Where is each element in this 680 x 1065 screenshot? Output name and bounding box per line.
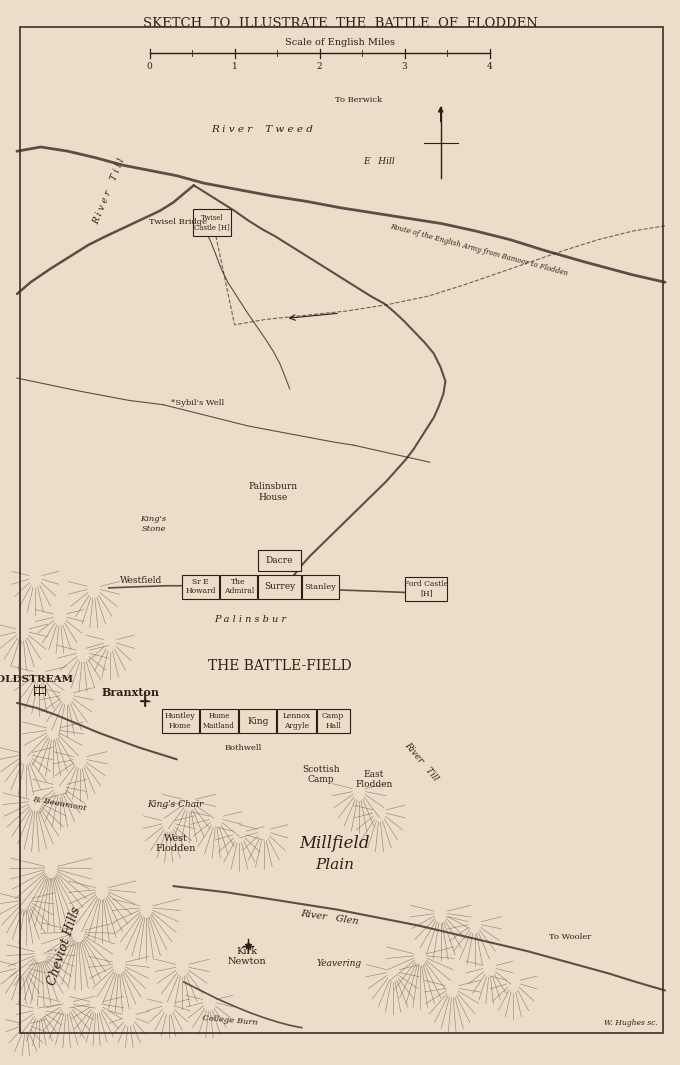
Bar bbox=[317, 709, 350, 733]
Text: SKETCH  TO  ILLUSTRATE  THE  BATTLE  OF  FLODDEN: SKETCH TO ILLUSTRATE THE BATTLE OF FLODD… bbox=[143, 17, 537, 30]
Text: Twisel Bridge: Twisel Bridge bbox=[149, 217, 207, 226]
Text: To Wooler: To Wooler bbox=[549, 933, 591, 941]
Text: East
Flodden: East Flodden bbox=[356, 770, 392, 789]
Text: King's
Stone: King's Stone bbox=[141, 515, 167, 532]
Text: King's Chair: King's Chair bbox=[148, 800, 203, 808]
Text: The
Admiral: The Admiral bbox=[224, 578, 254, 595]
Text: 1: 1 bbox=[232, 62, 237, 70]
Text: R i v e r    T w e e d: R i v e r T w e e d bbox=[211, 126, 313, 134]
Text: 4: 4 bbox=[487, 62, 492, 70]
Text: Kirk
Newton: Kirk Newton bbox=[228, 947, 266, 966]
Bar bbox=[277, 709, 316, 733]
Text: E   Hill: E Hill bbox=[364, 158, 395, 166]
Text: Surrey: Surrey bbox=[264, 583, 295, 591]
Bar bbox=[258, 550, 301, 571]
Text: Route of the English Army from Bamoor to Flodden: Route of the English Army from Bamoor to… bbox=[390, 223, 569, 278]
Text: West
Flodden: West Flodden bbox=[155, 834, 196, 853]
Text: River   Glen: River Glen bbox=[300, 910, 360, 927]
Text: *Sybil's Well: *Sybil's Well bbox=[171, 398, 224, 407]
Text: R i v e r    T i l l: R i v e r T i l l bbox=[91, 158, 126, 226]
Text: Millfield: Millfield bbox=[299, 835, 370, 852]
Text: 0: 0 bbox=[147, 62, 152, 70]
Text: Westfield: Westfield bbox=[120, 576, 162, 585]
Text: Cheviot Hills: Cheviot Hills bbox=[45, 905, 83, 986]
Text: W. Hughes sc.: W. Hughes sc. bbox=[605, 1018, 658, 1027]
Bar bbox=[220, 575, 257, 599]
Text: 2: 2 bbox=[317, 62, 322, 70]
Text: College Burn: College Burn bbox=[202, 1014, 258, 1027]
Text: Branxton: Branxton bbox=[101, 687, 160, 698]
Bar bbox=[162, 709, 199, 733]
Text: Huntley
Home: Huntley Home bbox=[165, 712, 196, 730]
Text: P a l i n s b u r: P a l i n s b u r bbox=[214, 616, 286, 624]
Text: Camp
Hall: Camp Hall bbox=[322, 712, 344, 730]
Bar bbox=[182, 575, 219, 599]
Bar bbox=[405, 577, 447, 601]
Text: COLDSTREAM: COLDSTREAM bbox=[0, 675, 74, 684]
Text: Ford Castle
[H]: Ford Castle [H] bbox=[404, 580, 449, 597]
Text: Plain: Plain bbox=[315, 857, 354, 872]
Text: King: King bbox=[247, 717, 269, 725]
Text: Palinsburn
House: Palinsburn House bbox=[249, 482, 298, 502]
Bar bbox=[258, 575, 301, 599]
Text: Twisel
Castle [H]: Twisel Castle [H] bbox=[194, 214, 230, 231]
Text: To Berwick: To Berwick bbox=[335, 96, 383, 104]
Text: Scottish
Camp: Scottish Camp bbox=[302, 765, 340, 784]
Text: Bothwell: Bothwell bbox=[225, 743, 262, 752]
Text: Scale of English Miles: Scale of English Miles bbox=[285, 38, 395, 47]
Bar bbox=[302, 575, 339, 599]
Text: Sr E
Howard: Sr E Howard bbox=[186, 578, 216, 595]
Bar bbox=[239, 709, 276, 733]
Bar bbox=[200, 709, 238, 733]
Text: R. Beaumont: R. Beaumont bbox=[32, 796, 88, 813]
Text: THE BATTLE-FIELD: THE BATTLE-FIELD bbox=[208, 658, 352, 673]
Text: River   Till: River Till bbox=[403, 740, 441, 783]
Text: Lennox
Argyle: Lennox Argyle bbox=[282, 712, 311, 730]
Text: 3: 3 bbox=[402, 62, 407, 70]
Text: Stanley: Stanley bbox=[305, 583, 336, 591]
Text: Dacre: Dacre bbox=[266, 556, 293, 564]
Bar bbox=[193, 209, 231, 236]
Text: Yeavering: Yeavering bbox=[316, 960, 361, 968]
Text: Hume
Maitland: Hume Maitland bbox=[203, 712, 235, 730]
